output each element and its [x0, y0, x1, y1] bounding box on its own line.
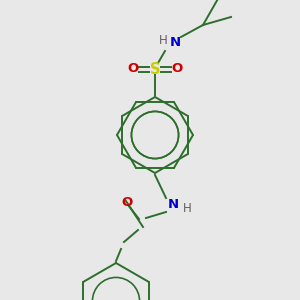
Text: S: S	[150, 61, 160, 76]
Text: N: N	[167, 199, 178, 212]
Text: O: O	[171, 62, 183, 76]
Text: O: O	[122, 196, 133, 209]
Text: H: H	[159, 34, 167, 47]
Text: H: H	[183, 202, 191, 215]
Text: N: N	[169, 37, 181, 50]
Text: O: O	[128, 62, 139, 76]
